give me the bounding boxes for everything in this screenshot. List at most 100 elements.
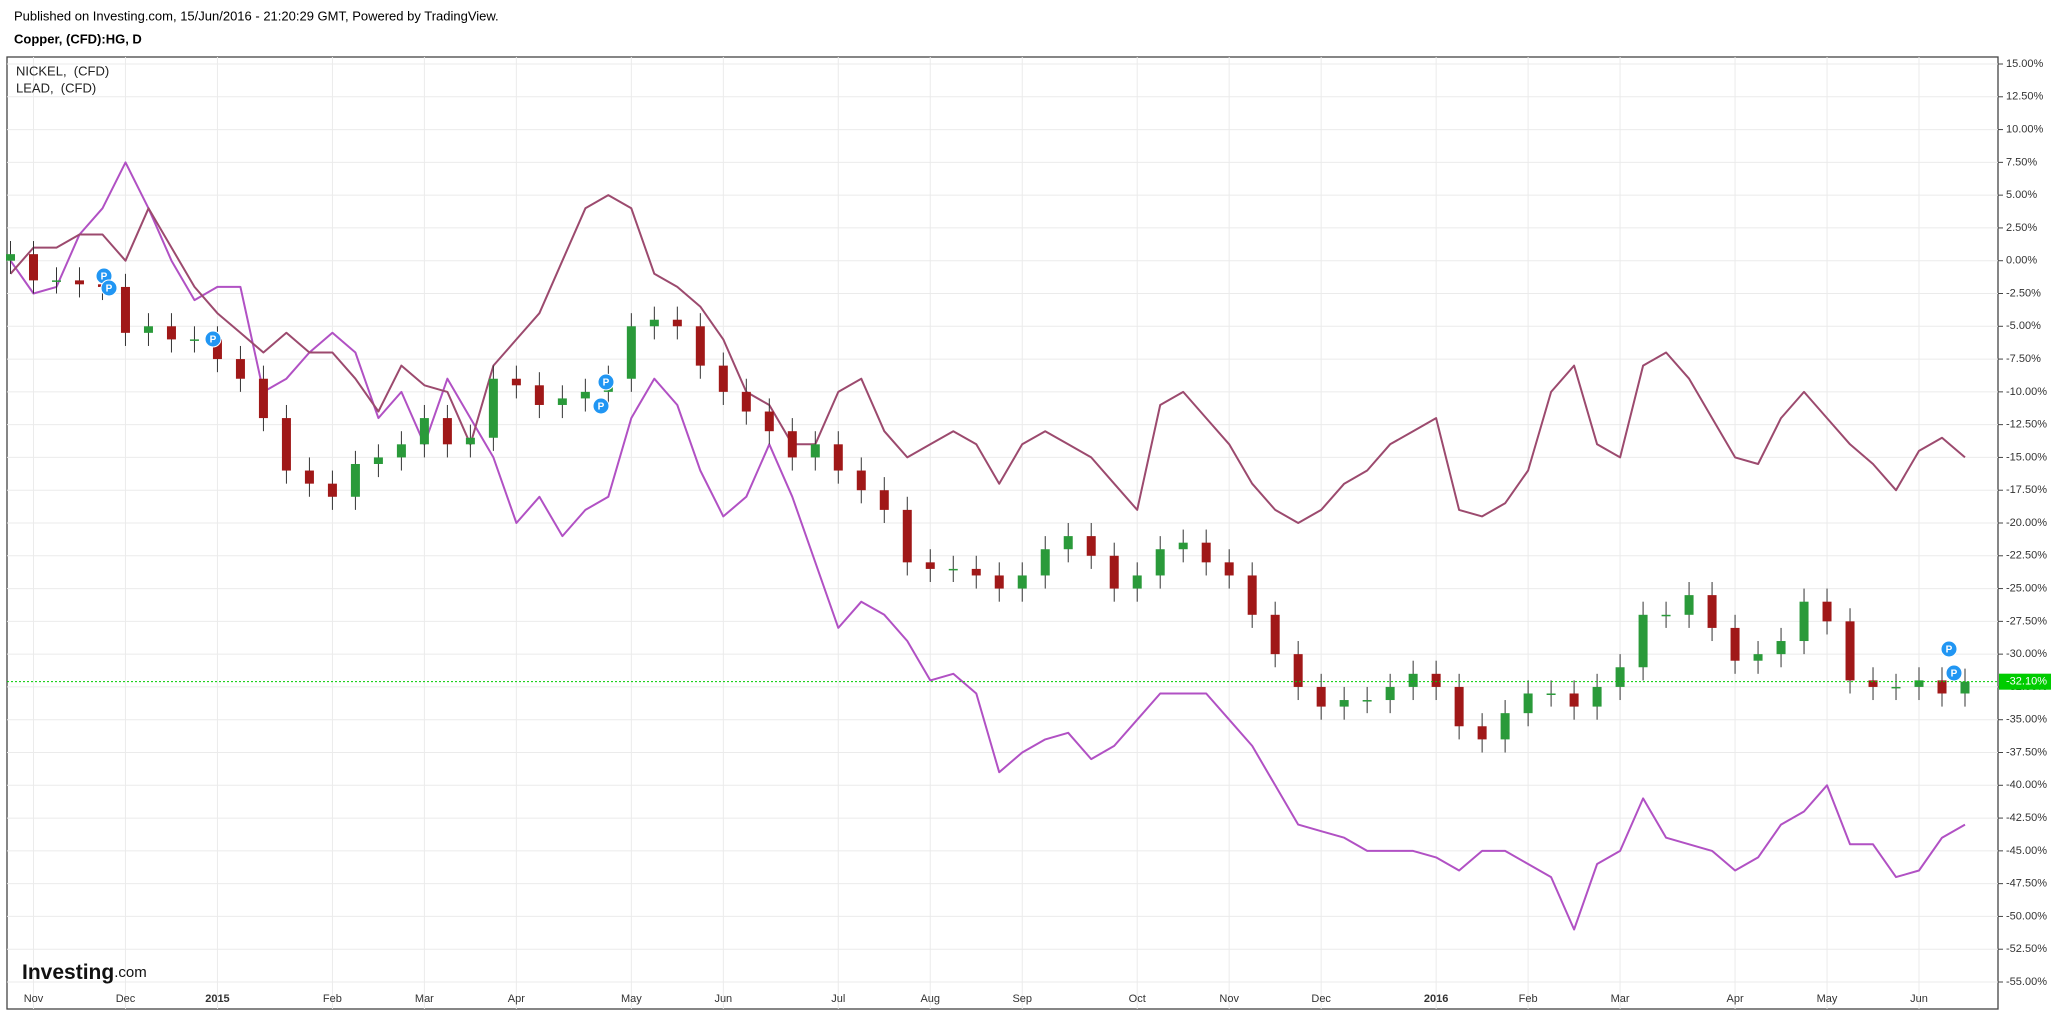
candle-body bbox=[1109, 555, 1119, 589]
x-tick-label: Jun bbox=[1910, 993, 1928, 1005]
candle-body bbox=[879, 490, 889, 510]
candle-body bbox=[856, 470, 866, 491]
candle-body bbox=[235, 359, 245, 379]
y-tick-label: 10.00% bbox=[2006, 123, 2044, 135]
y-tick-label: -7.50% bbox=[2006, 353, 2041, 365]
candle-body bbox=[1707, 595, 1717, 628]
event-label: P bbox=[210, 335, 217, 346]
y-tick-label: -37.50% bbox=[2006, 746, 2047, 758]
candle-body bbox=[1454, 686, 1464, 727]
candle-body bbox=[1799, 601, 1809, 642]
y-tick-label: -25.00% bbox=[2006, 582, 2047, 594]
candle-body bbox=[994, 575, 1004, 589]
candle-body bbox=[718, 365, 728, 392]
candle-body bbox=[189, 339, 199, 341]
y-tick-label: -52.50% bbox=[2006, 943, 2047, 955]
candle-body bbox=[28, 254, 38, 281]
y-tick-label: 0.00% bbox=[2006, 255, 2037, 267]
candle-body bbox=[1063, 536, 1073, 550]
candle-body bbox=[281, 418, 291, 471]
candle-body bbox=[1155, 549, 1165, 576]
candle-body bbox=[1615, 667, 1625, 687]
candle-body bbox=[810, 444, 820, 458]
candle-body bbox=[419, 418, 429, 445]
last-value-box bbox=[1999, 673, 2051, 690]
candle-body bbox=[649, 319, 659, 327]
published-note: Published on Investing.com, 15/Jun/2016 … bbox=[14, 8, 499, 23]
marks bbox=[6, 161, 1970, 931]
candle-body bbox=[511, 378, 521, 386]
candle-body bbox=[327, 483, 337, 497]
candle-body bbox=[1638, 614, 1648, 668]
y-tick-label: -47.50% bbox=[2006, 878, 2047, 890]
candle-body bbox=[442, 418, 452, 445]
y-tick-label: 7.50% bbox=[2006, 156, 2037, 168]
last-value-label: -32.10% bbox=[2006, 676, 2047, 688]
candle-body bbox=[166, 326, 176, 340]
y-tick-label: -20.00% bbox=[2006, 517, 2047, 529]
legend-entry: LEAD, (CFD) bbox=[16, 80, 96, 95]
chart-title: Copper, (CFD):HG, D bbox=[14, 31, 142, 46]
y-tick-label: 12.50% bbox=[2006, 91, 2044, 103]
y-tick-label: -40.00% bbox=[2006, 779, 2047, 791]
candle-body bbox=[304, 470, 314, 484]
candle-body bbox=[1178, 542, 1188, 550]
x-tick-label: 2016 bbox=[1424, 993, 1448, 1005]
candle-body bbox=[1132, 575, 1142, 589]
event-marker bbox=[592, 397, 610, 415]
event-label: P bbox=[603, 378, 610, 389]
y-tick-label: 15.00% bbox=[2006, 58, 2044, 70]
plot-frame bbox=[6, 56, 1999, 1010]
candle-body bbox=[1661, 614, 1671, 617]
candle-body bbox=[1845, 621, 1855, 681]
candle-body bbox=[1431, 673, 1441, 687]
logo: Investing.com bbox=[22, 961, 147, 984]
candle-body bbox=[1316, 686, 1326, 707]
candle-body bbox=[1362, 700, 1372, 702]
candle-body bbox=[1247, 575, 1257, 615]
y-tick-label: -15.00% bbox=[2006, 451, 2047, 463]
grid bbox=[7, 57, 2003, 1009]
candle-body bbox=[1385, 686, 1395, 701]
candle-body bbox=[1891, 686, 1901, 689]
candle-body bbox=[764, 411, 774, 432]
candle-body bbox=[465, 437, 475, 445]
y-tick-label: -50.00% bbox=[2006, 910, 2047, 922]
y-tick-label: -2.50% bbox=[2006, 287, 2041, 299]
candle-body bbox=[74, 280, 84, 285]
candle-body bbox=[902, 509, 912, 563]
candle-body bbox=[534, 385, 544, 405]
candle-body bbox=[212, 339, 222, 360]
candle-body bbox=[971, 568, 981, 576]
x-tick-label: Aug bbox=[920, 993, 940, 1005]
candle-body bbox=[695, 326, 705, 366]
candle-body bbox=[1339, 700, 1349, 707]
candle-body bbox=[258, 378, 268, 419]
x-tick-label: May bbox=[1817, 993, 1838, 1005]
x-tick-label: Jul bbox=[831, 993, 845, 1005]
event-marker bbox=[1940, 640, 1958, 658]
candle-body bbox=[1270, 614, 1280, 655]
series-line bbox=[9, 161, 1966, 931]
y-tick-label: 2.50% bbox=[2006, 222, 2037, 234]
candle-body bbox=[1086, 536, 1096, 556]
candle-body bbox=[1201, 542, 1211, 563]
candle-body bbox=[1776, 641, 1786, 655]
y-tick-label: -17.50% bbox=[2006, 484, 2047, 496]
candle-body bbox=[1684, 595, 1694, 615]
candle-body bbox=[1960, 681, 1970, 694]
x-tick-label: Mar bbox=[1611, 993, 1630, 1005]
candle-body bbox=[51, 280, 61, 282]
y-tick-label: -30.00% bbox=[2006, 648, 2047, 660]
candle-body bbox=[741, 391, 751, 412]
x-tick-label: Nov bbox=[24, 993, 44, 1005]
event-label: P bbox=[106, 284, 113, 295]
candle-body bbox=[1477, 726, 1487, 740]
candle-body bbox=[787, 431, 797, 458]
candle-body bbox=[1293, 654, 1303, 687]
event-marker bbox=[204, 330, 222, 348]
x-tick-label: Jun bbox=[714, 993, 732, 1005]
candle-body bbox=[373, 457, 383, 464]
x-tick-label: Dec bbox=[1311, 993, 1331, 1005]
